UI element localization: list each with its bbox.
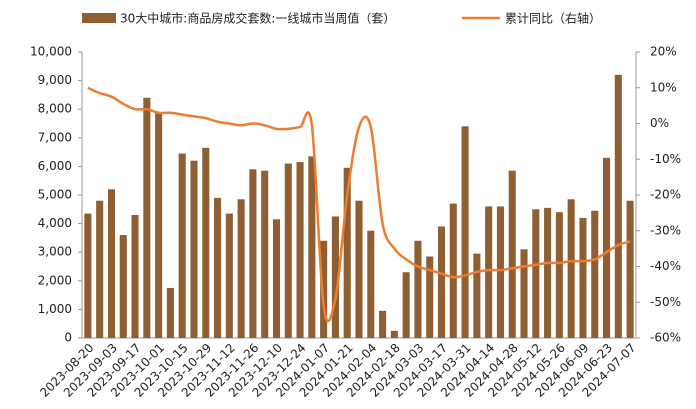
y2-tick-label: -40% <box>650 259 681 273</box>
bar <box>520 249 528 338</box>
y-tick-label: 10,000 <box>30 45 72 59</box>
bar <box>96 200 104 338</box>
y-tick-label: 2,000 <box>38 273 72 287</box>
y2-tick-label: -60% <box>650 331 681 345</box>
bar <box>331 216 339 338</box>
bar <box>131 215 139 338</box>
bar <box>461 126 469 338</box>
bar <box>272 219 281 338</box>
bar <box>532 209 540 338</box>
bar <box>320 240 328 338</box>
bar <box>485 206 493 338</box>
bar <box>166 287 174 338</box>
bar <box>426 256 434 338</box>
y2-tick-label: -20% <box>650 188 681 202</box>
bar <box>449 203 457 338</box>
legend-label: 累计同比（右轴） <box>505 11 601 26</box>
bar <box>390 330 398 338</box>
bar <box>119 235 127 338</box>
bar <box>367 230 375 338</box>
bar <box>143 97 151 338</box>
bar <box>437 226 446 338</box>
bar <box>579 217 587 338</box>
y2-tick-label: -30% <box>650 223 681 237</box>
bar <box>602 157 611 338</box>
legend-swatch <box>82 13 116 23</box>
y-tick-label: 9,000 <box>38 73 72 87</box>
line <box>87 86 631 323</box>
bar <box>591 210 599 338</box>
y-tick-label: 0 <box>64 331 72 345</box>
bar <box>402 272 410 338</box>
bar <box>414 240 422 338</box>
y2-tick-label: -10% <box>650 152 681 166</box>
y-tick-label: 4,000 <box>38 216 72 230</box>
y2-tick-label: 10% <box>650 80 677 94</box>
bar <box>107 189 116 338</box>
bar <box>284 163 292 338</box>
bar <box>214 197 222 338</box>
y-tick-label: 8,000 <box>38 102 72 116</box>
bar <box>155 112 163 338</box>
bar <box>473 253 481 338</box>
bar <box>555 212 563 338</box>
y2-tick-label: -50% <box>650 295 681 309</box>
bar <box>567 199 575 338</box>
y2-tick-label: 20% <box>650 45 677 59</box>
y-tick-label: 6,000 <box>38 159 72 173</box>
bar <box>355 200 363 338</box>
bar <box>626 200 634 338</box>
bar <box>178 153 186 338</box>
bar <box>249 169 257 338</box>
bar <box>237 199 245 338</box>
bar <box>202 147 210 338</box>
bar <box>225 213 233 338</box>
bar <box>308 156 316 338</box>
bar <box>379 310 387 338</box>
bar <box>496 206 504 338</box>
bar <box>508 170 516 338</box>
bar <box>296 162 304 338</box>
bar <box>261 170 269 338</box>
y2-tick-label: 0% <box>650 116 669 130</box>
y-tick-label: 7,000 <box>38 130 72 144</box>
bar <box>84 213 92 338</box>
bar <box>343 167 351 338</box>
y-tick-label: 1,000 <box>38 302 72 316</box>
bar <box>614 74 622 338</box>
legend-label: 30大中城市:商品房成交套数:一线城市当周值（套） <box>120 11 395 26</box>
y-tick-label: 5,000 <box>38 188 72 202</box>
bar <box>544 207 552 338</box>
y-tick-label: 3,000 <box>38 245 72 259</box>
bar <box>190 160 198 338</box>
